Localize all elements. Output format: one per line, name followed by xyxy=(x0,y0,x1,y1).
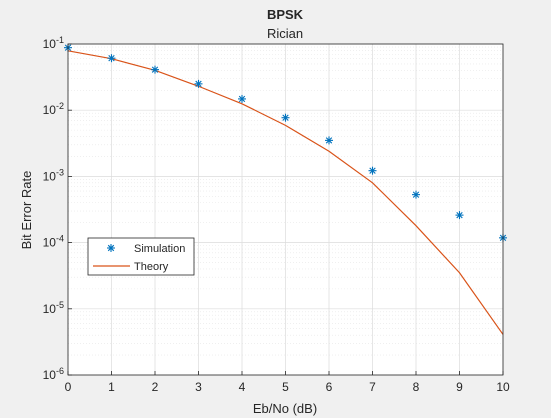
legend: Simulation Theory xyxy=(87,237,195,276)
simulation-point xyxy=(281,113,290,122)
legend-asterisk xyxy=(107,244,115,252)
legend-theory-label: Theory xyxy=(134,261,169,273)
x-axis-label: Eb/No (dB) xyxy=(253,401,317,416)
x-tick-label: 7 xyxy=(369,380,376,394)
x-tick-label: 3 xyxy=(195,380,202,394)
x-tick-label: 0 xyxy=(65,380,72,394)
y-axis-label: Bit Error Rate xyxy=(19,171,34,250)
legend-box xyxy=(87,237,195,276)
theory-series xyxy=(67,50,504,335)
y-tick-label: 10-6 xyxy=(43,366,64,382)
x-axis-ticks: 0 1 2 3 4 5 6 7 8 9 10 xyxy=(65,371,510,394)
x-tick-label: 1 xyxy=(108,380,115,394)
x-tick-label: 10 xyxy=(496,380,510,394)
simulation-point xyxy=(412,190,420,199)
y-tick-label: 10-3 xyxy=(43,167,64,183)
simulation-point xyxy=(107,54,116,63)
chart-subtitle: Rician xyxy=(267,26,303,41)
simulation-point xyxy=(368,166,377,175)
simulation-point xyxy=(151,65,159,74)
y-tick-label: 10-1 xyxy=(43,35,64,51)
x-tick-label: 5 xyxy=(282,380,289,394)
y-tick-label: 10-4 xyxy=(43,234,64,250)
legend-simulation-label: Simulation xyxy=(134,243,185,255)
x-tick-label: 8 xyxy=(413,380,420,394)
simulation-point xyxy=(194,79,203,88)
y-tick-label: 10-2 xyxy=(43,101,64,117)
legend-simulation-marker xyxy=(107,244,115,252)
x-tick-label: 9 xyxy=(456,380,463,394)
x-tick-label: 4 xyxy=(239,380,246,394)
theory-line xyxy=(67,50,504,335)
simulation-point xyxy=(238,94,246,103)
chart-title: BPSK xyxy=(267,7,304,22)
y-tick-label: 10-5 xyxy=(43,300,64,316)
simulation-point xyxy=(325,136,333,145)
x-tick-label: 6 xyxy=(326,380,333,394)
x-tick-label: 2 xyxy=(152,380,159,394)
minor-grid xyxy=(68,46,503,356)
simulation-point xyxy=(455,211,464,220)
y-axis-ticks: 10-6 10-5 10-4 10-3 10-2 10-1 xyxy=(43,35,72,382)
